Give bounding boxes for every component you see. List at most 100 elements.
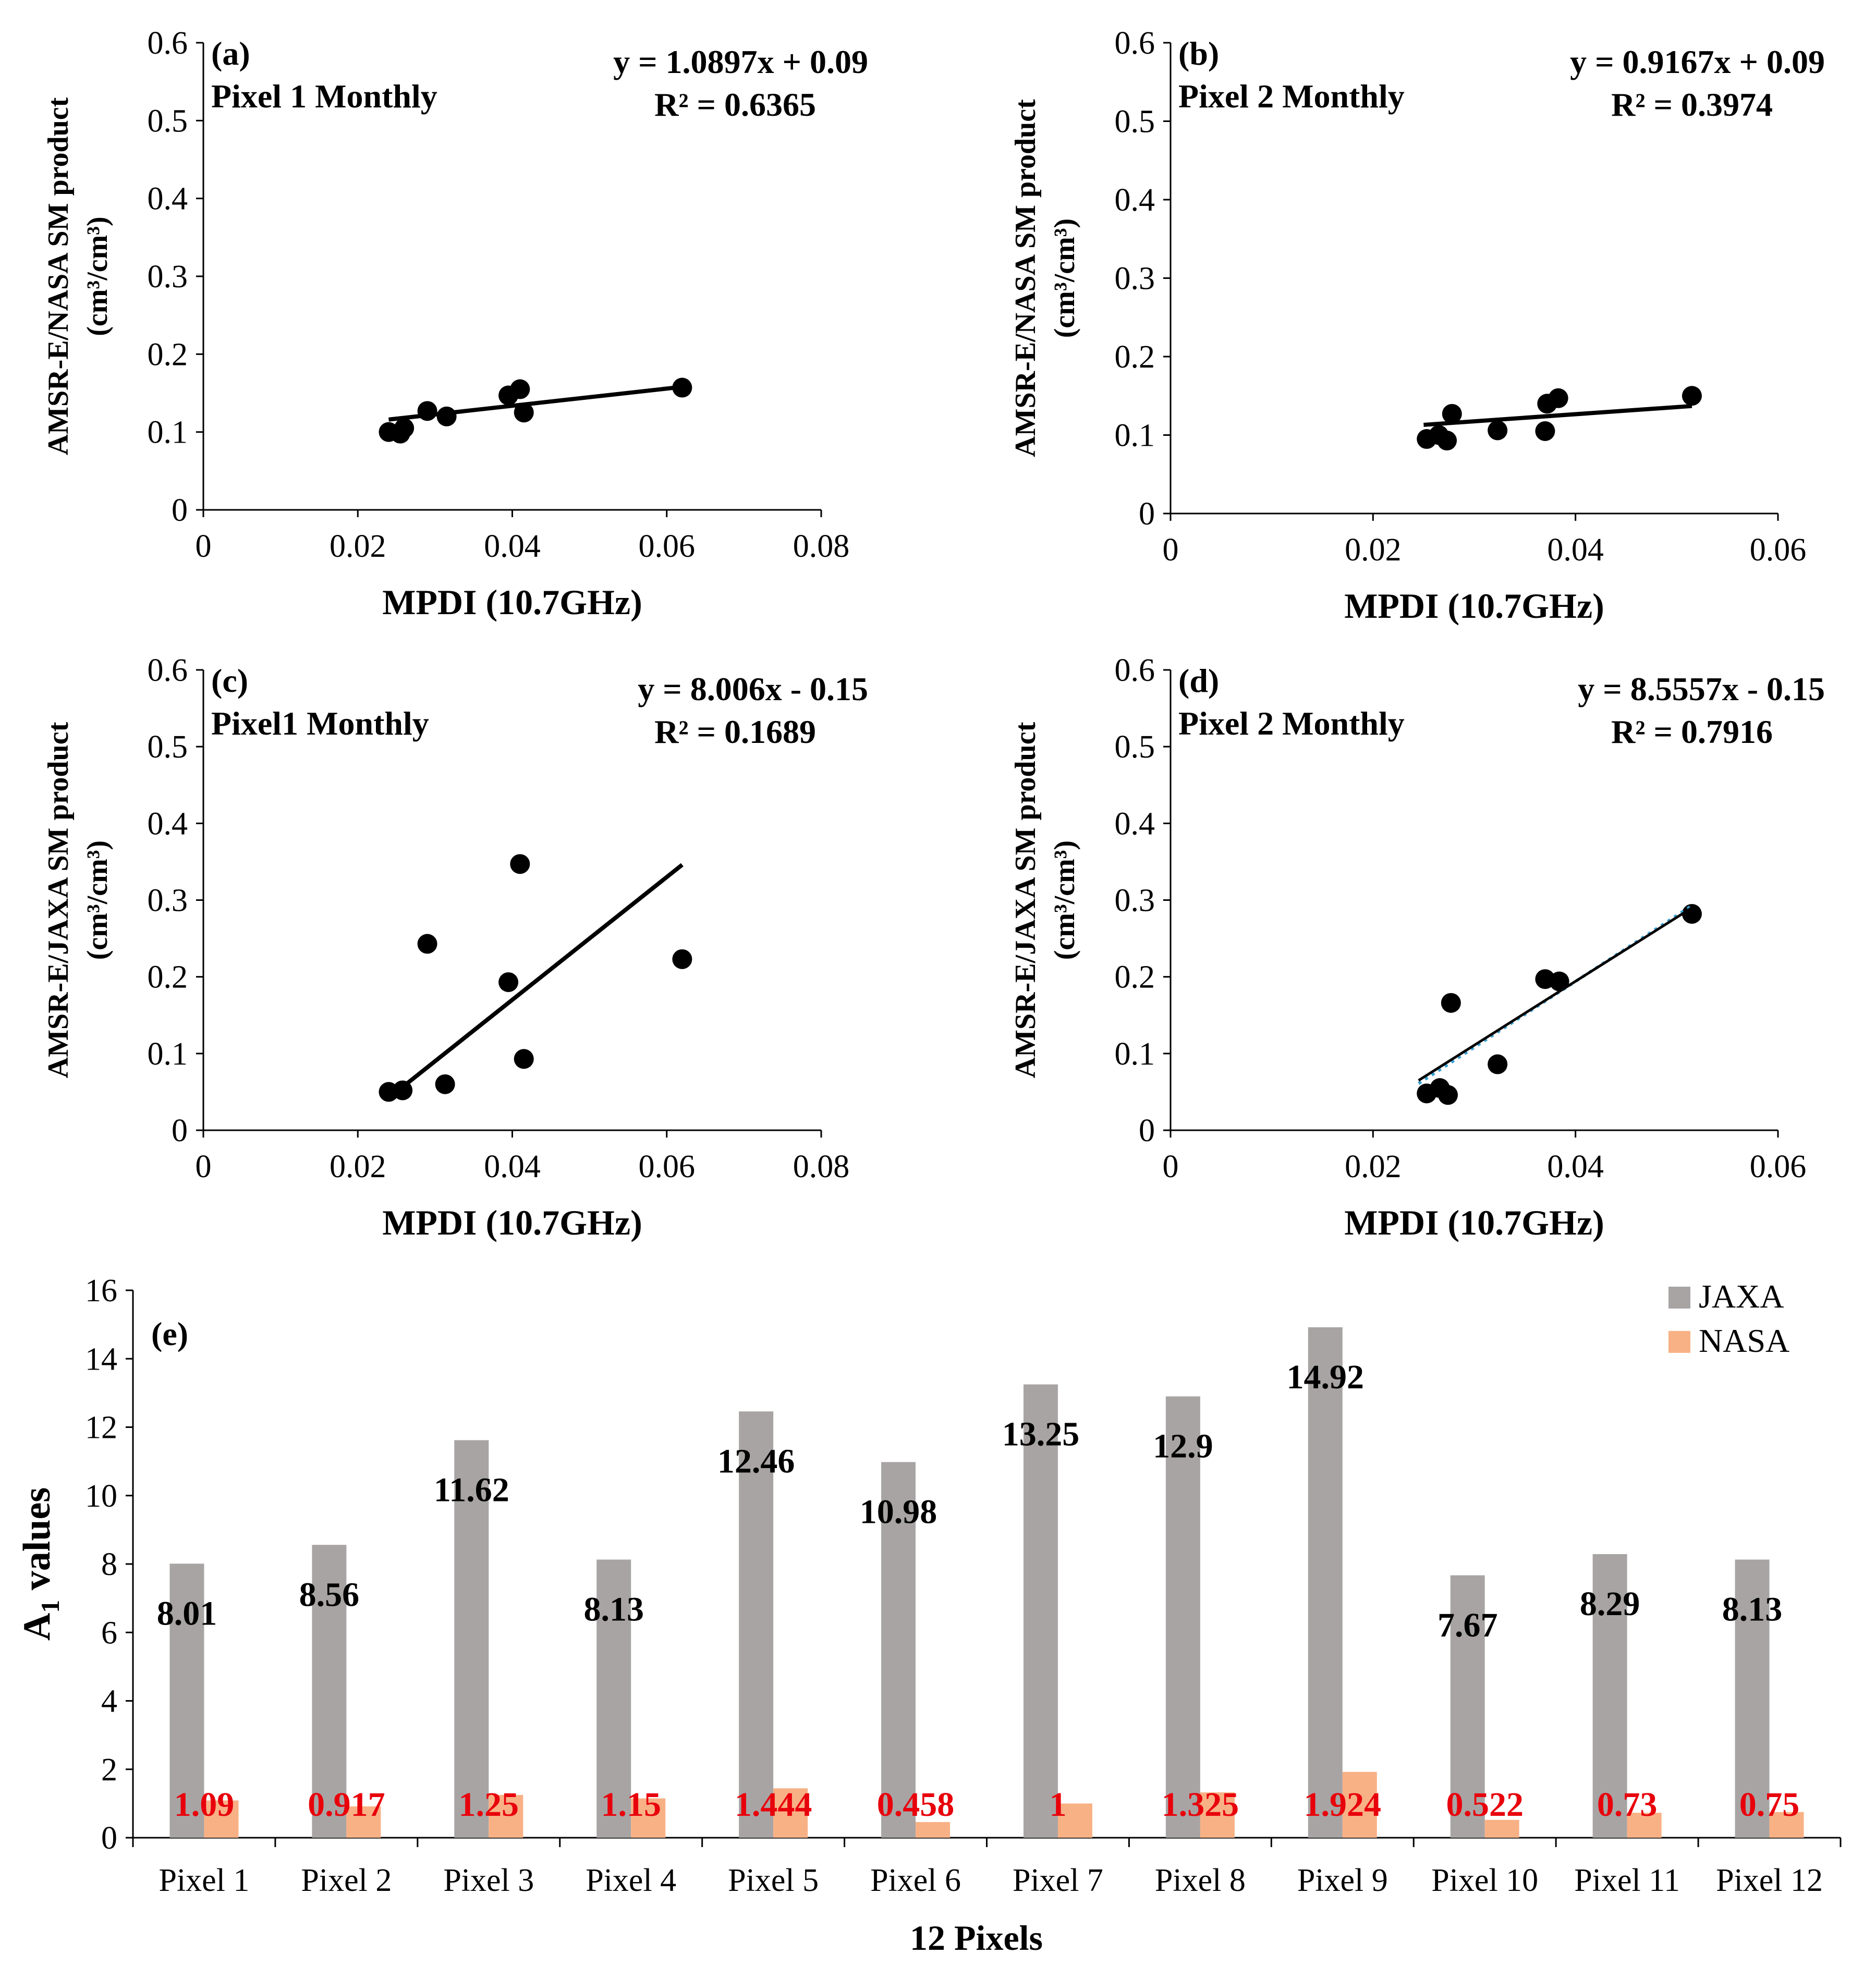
data-label-jaxa: 8.01 — [157, 1595, 217, 1633]
bar-nasa — [1484, 1819, 1519, 1838]
y-tick-label: 0.6 — [148, 26, 188, 61]
r-squared: R² = 0.6365 — [654, 86, 816, 123]
data-point — [672, 949, 692, 969]
data-point — [1437, 431, 1457, 451]
data-point — [435, 1074, 455, 1094]
y-tick-label: 10 — [85, 1479, 117, 1514]
bar-jaxa — [1735, 1559, 1770, 1838]
y-tick-label: 0.4 — [148, 181, 188, 217]
x-tick-label: 0.06 — [1750, 1149, 1807, 1184]
y-axis-label-main: A — [16, 1613, 58, 1641]
y-axis-label-rest: values — [16, 1487, 58, 1600]
data-point — [1442, 404, 1462, 424]
bar-nasa — [1342, 1772, 1377, 1838]
y-tick-label: 0.2 — [1115, 960, 1155, 995]
data-point — [1438, 1085, 1458, 1105]
bar-jaxa — [312, 1545, 347, 1838]
panel-title: Pixel 1 Monthly — [211, 78, 437, 115]
y-axis-label-sub: 1 — [35, 1600, 65, 1613]
bar-nasa — [1769, 1812, 1804, 1838]
x-tick-label: 0.08 — [793, 1149, 850, 1184]
data-point — [510, 854, 530, 874]
panel-title: Pixel 2 Monthly — [1178, 78, 1405, 115]
bar-nasa — [1627, 1813, 1662, 1838]
panel-label: (a) — [211, 35, 250, 72]
r-squared: R² = 0.3974 — [1611, 86, 1773, 123]
x-tick-label: 0 — [1163, 532, 1179, 568]
data-label-jaxa: 8.13 — [583, 1591, 644, 1629]
data-label-nasa: 1.25 — [459, 1786, 519, 1824]
x-tick-label: 0.04 — [484, 1149, 541, 1184]
bar-nasa — [204, 1800, 239, 1838]
category-label: Pixel 2 — [301, 1863, 392, 1898]
category-label: Pixel 11 — [1574, 1863, 1680, 1898]
y-tick-label: 0.3 — [1115, 261, 1155, 297]
equation: y = 0.9167x + 0.09 — [1570, 43, 1825, 80]
y-tick-label: 0.4 — [1115, 806, 1155, 841]
bar-jaxa — [739, 1411, 774, 1838]
data-label-nasa: 0.73 — [1597, 1786, 1658, 1824]
trendline — [1418, 907, 1693, 1082]
data-point — [1548, 388, 1568, 408]
data-label-nasa: 1.09 — [174, 1786, 235, 1824]
data-point — [514, 1049, 534, 1069]
x-axis-label: 12 Pixels — [910, 1918, 1043, 1958]
data-label-jaxa: 12.46 — [717, 1442, 795, 1480]
equation: y = 1.0897x + 0.09 — [613, 43, 868, 80]
y-tick-label: 0 — [172, 493, 188, 528]
data-label-jaxa: 12.9 — [1153, 1427, 1213, 1465]
bar-nasa — [346, 1806, 381, 1838]
equation: y = 8.5557x - 0.15 — [1578, 670, 1825, 707]
bar-nasa — [773, 1788, 808, 1838]
data-label-nasa: 1.15 — [601, 1786, 661, 1824]
data-point — [1549, 971, 1569, 992]
data-label-nasa: 0.917 — [308, 1786, 385, 1824]
r-squared: R² = 0.7916 — [1611, 713, 1773, 750]
data-point — [510, 379, 530, 399]
x-tick-label: 0.06 — [639, 1149, 696, 1184]
bar-jaxa — [1592, 1554, 1627, 1838]
y-axis-unit: (cm³/cm³) — [81, 216, 114, 336]
data-point — [1441, 993, 1461, 1013]
x-tick-label: 0.02 — [330, 1149, 386, 1184]
bar-jaxa — [1165, 1396, 1200, 1838]
y-tick-label: 0.5 — [1115, 729, 1155, 765]
bar-jaxa — [596, 1559, 631, 1838]
data-point — [436, 406, 457, 426]
panel-d: 0 0.1 0.2 0.3 0.4 0.5 0.6 0 0.02 0.04 0.06 (d) Pixel… — [1009, 653, 1825, 1242]
trendline — [1423, 404, 1692, 427]
y-tick-label: 0 — [1139, 496, 1155, 532]
data-label-jaxa: 10.98 — [860, 1493, 937, 1531]
y-tick-label: 0.3 — [148, 883, 188, 919]
x-tick-label: 0 — [196, 1149, 212, 1184]
x-axis-label: MPDI (10.7GHz) — [1344, 1203, 1604, 1242]
category-label: Pixel 12 — [1716, 1863, 1823, 1898]
panel-b: 0 0.1 0.2 0.3 0.4 0.5 0.6 0 0.02 0.04 0.06 (b) Pixel… — [1009, 26, 1825, 626]
data-point — [1682, 386, 1702, 406]
y-tick-label: 4 — [101, 1684, 117, 1719]
x-tick-label: 0.06 — [639, 529, 696, 564]
legend-swatch-nasa — [1668, 1331, 1690, 1353]
data-label-jaxa: 8.56 — [299, 1575, 360, 1614]
data-point — [394, 418, 415, 438]
y-tick-label: 0.6 — [1115, 653, 1155, 688]
y-tick-label: 14 — [85, 1341, 117, 1377]
data-label-nasa: 1.325 — [1162, 1786, 1239, 1824]
bar-nasa — [1200, 1792, 1235, 1838]
panel-title: Pixel1 Monthly — [211, 705, 429, 742]
data-label-jaxa: 11.62 — [434, 1471, 509, 1509]
category-label: Pixel 1 — [159, 1863, 249, 1898]
data-point — [1488, 1054, 1508, 1074]
panel-label: (e) — [151, 1315, 188, 1352]
bar-jaxa — [1308, 1327, 1343, 1838]
x-tick-label: 0.04 — [484, 529, 541, 564]
legend-swatch-jaxa — [1668, 1287, 1690, 1309]
data-point — [1535, 421, 1555, 441]
x-tick-label: 0.02 — [1345, 532, 1402, 568]
data-label-jaxa: 8.13 — [1722, 1591, 1783, 1629]
bar-nasa — [916, 1822, 951, 1838]
bar-nasa — [631, 1798, 666, 1838]
panel-c: 0 0.1 0.2 0.3 0.4 0.5 0.6 0 0.02 0.04 0.06 0.08 (c) P… — [42, 653, 868, 1242]
bar-nasa — [489, 1794, 523, 1838]
data-label-jaxa: 7.67 — [1438, 1606, 1498, 1644]
